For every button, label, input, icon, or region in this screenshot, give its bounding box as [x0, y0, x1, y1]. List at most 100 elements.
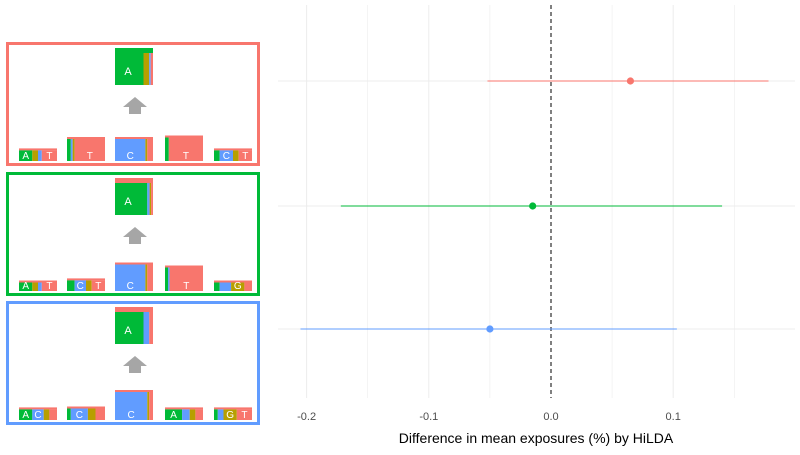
context-segment-A [165, 409, 183, 420]
x-tick-label: -0.1 [419, 411, 438, 423]
context-segment-T [95, 408, 105, 420]
x-tick-label: 0.1 [666, 411, 681, 423]
substitution-segment [115, 53, 144, 85]
context-segment-A [214, 150, 220, 161]
signature-panel-1: A A T T C T C T [6, 42, 260, 166]
context-segment-C [70, 139, 73, 161]
context-label: A [22, 410, 29, 421]
signature-logo-2: AA T C T C T G [19, 178, 252, 292]
signature-logo-1: A A T T C T C T [19, 48, 252, 162]
context-label: C [223, 151, 230, 162]
context-segment-C [182, 409, 190, 420]
context-label: A [170, 410, 177, 421]
context-segment-G [72, 139, 75, 161]
forest-plot-svg: -0.2 -0.1 0.0 0.1 Difference in mean exposur… [278, 5, 795, 446]
x-tick-label: -0.2 [297, 411, 316, 423]
context-segment-C [217, 409, 224, 420]
context-segment-C [115, 264, 146, 291]
substitution-segment [143, 312, 150, 344]
context-label: T [46, 281, 52, 292]
arrow-up-icon [123, 227, 147, 244]
context-label: C [34, 410, 41, 421]
context-segment-A [165, 137, 169, 161]
context-segment-T [238, 150, 252, 161]
context-segment-A [214, 282, 220, 291]
substitution-top-strip [115, 48, 153, 53]
context-top-strip [165, 135, 203, 138]
context-segment-T [236, 409, 252, 420]
context-label: C [128, 410, 135, 421]
context-top-strip [67, 278, 105, 281]
context-label: T [183, 281, 189, 292]
context-segment-C [38, 150, 42, 161]
context-label: A [22, 281, 29, 292]
estimate-point-2 [529, 202, 537, 210]
context-segment-C [115, 392, 148, 420]
context-label: A [22, 151, 29, 162]
substitution-segment [147, 183, 150, 215]
substitution-segment [150, 53, 153, 85]
context-segment-G [189, 409, 196, 420]
context-segment-G [87, 408, 96, 420]
context-label: G [226, 410, 234, 421]
context-label: C [127, 151, 134, 162]
context-segment-T [147, 264, 153, 291]
context-segment-T [149, 392, 153, 420]
x-axis-title: Difference in mean exposures (%) by HiLD… [399, 430, 674, 446]
context-top-strip [19, 407, 57, 410]
context-label: T [183, 151, 189, 162]
substitution-segment [151, 183, 153, 215]
context-segment-G [223, 409, 237, 420]
substitution-segment [115, 312, 144, 344]
context-top-strip [214, 280, 252, 283]
context-segment-C [32, 409, 44, 420]
context-top-strip [67, 137, 105, 139]
substitution-segment [143, 53, 150, 85]
arrow-up-icon [123, 356, 147, 373]
substitution-segment [115, 183, 148, 215]
context-top-strip [19, 280, 57, 283]
context-segment-A [19, 409, 33, 420]
context-segment-A [19, 282, 33, 291]
context-segment-C [168, 267, 170, 291]
context-label: C [77, 281, 84, 292]
context-label: C [127, 281, 134, 292]
context-segment-C [219, 282, 232, 291]
context-segment-A [67, 139, 71, 161]
context-segment-G [43, 409, 50, 420]
context-top-strip [115, 390, 153, 392]
context-label: T [242, 151, 248, 162]
context-segment-C [115, 139, 146, 161]
context-segment-T [195, 409, 203, 420]
context-segment-T [41, 282, 57, 291]
substitution-top-strip [115, 178, 153, 183]
context-segment-T [91, 280, 105, 291]
context-segment-G [147, 392, 150, 420]
substitution-label: A [124, 196, 132, 208]
context-label: C [76, 410, 83, 421]
arrow-up-icon [123, 97, 147, 114]
context-segment-A [214, 409, 218, 420]
context-segment-T [41, 150, 57, 161]
context-top-strip [115, 137, 153, 139]
context-segment-T [147, 139, 153, 161]
substitution-segment [149, 53, 151, 85]
substitution-label: A [124, 325, 132, 337]
context-segment-G [32, 150, 38, 161]
context-label: T [46, 151, 52, 162]
x-tick-label: 0.0 [543, 411, 558, 423]
substitution-segment [149, 183, 152, 215]
context-segment-A [67, 408, 71, 420]
context-label: T [241, 410, 247, 421]
context-segment-C [74, 280, 86, 291]
context-segment-G [145, 139, 148, 161]
context-segment-T [168, 137, 203, 161]
substitution-label: A [124, 66, 132, 78]
context-segment-G [231, 282, 245, 291]
context-label: G [234, 281, 242, 292]
context-label: T [95, 281, 101, 292]
context-segment-T [49, 409, 57, 420]
